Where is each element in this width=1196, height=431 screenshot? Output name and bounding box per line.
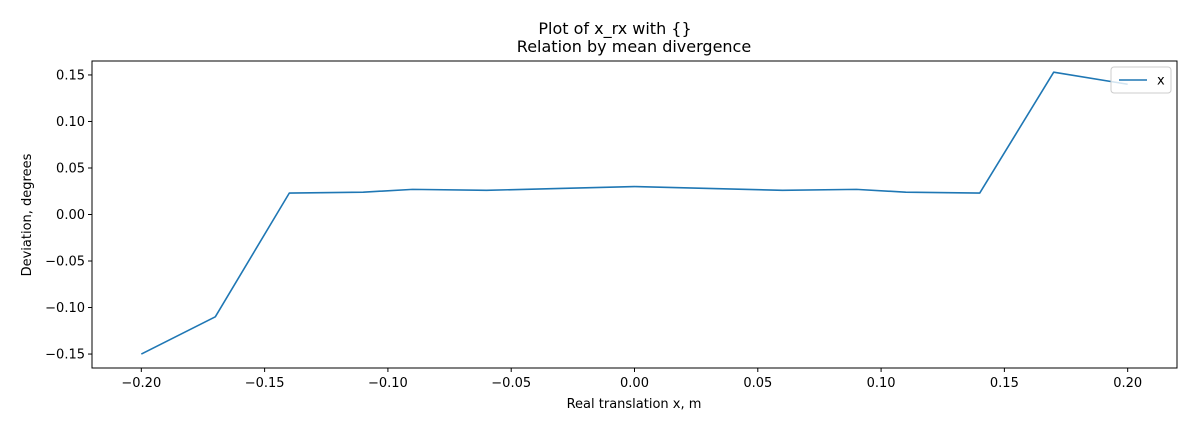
- y-tick-label: −0.05: [45, 255, 85, 270]
- x-tick-label: −0.20: [121, 376, 161, 391]
- x-tick-label: 0.20: [1113, 376, 1142, 391]
- series-line-x: [140, 71, 1128, 355]
- y-axis: −0.15 −0.10 −0.05 0.00 0.05 0.10 0.15: [45, 68, 92, 363]
- x-tick-label: −0.05: [491, 376, 531, 391]
- y-tick-label: −0.10: [45, 301, 85, 316]
- x-tick-label: 0.05: [743, 376, 772, 391]
- plot-frame: [91, 60, 1178, 369]
- plot-area: [91, 60, 1178, 369]
- legend: x: [1110, 66, 1172, 94]
- x-axis-label: Real translation x, m: [567, 397, 702, 412]
- y-tick-label: 0.05: [56, 161, 85, 176]
- y-tick-label: −0.15: [45, 348, 85, 363]
- series-layer: [140, 71, 1128, 355]
- chart-title: Relation by mean divergence: [517, 37, 751, 56]
- legend-label: x: [1157, 74, 1165, 89]
- y-tick-label: 0.10: [56, 115, 85, 130]
- x-tick-label: −0.15: [245, 376, 285, 391]
- chart-suptitle: Plot of x_rx with {}: [538, 19, 691, 39]
- x-tick-label: 0.15: [990, 376, 1019, 391]
- x-axis: −0.20 −0.15 −0.10 −0.05 0.00 0.05 0.10 0.15 0.20: [121, 368, 1142, 391]
- x-tick-label: 0.00: [620, 376, 649, 391]
- y-tick-label: 0.00: [56, 208, 85, 223]
- y-axis-label: Deviation, degrees: [20, 153, 35, 276]
- x-tick-label: 0.10: [867, 376, 896, 391]
- y-tick-label: 0.15: [56, 68, 85, 83]
- x-tick-label: −0.10: [368, 376, 408, 391]
